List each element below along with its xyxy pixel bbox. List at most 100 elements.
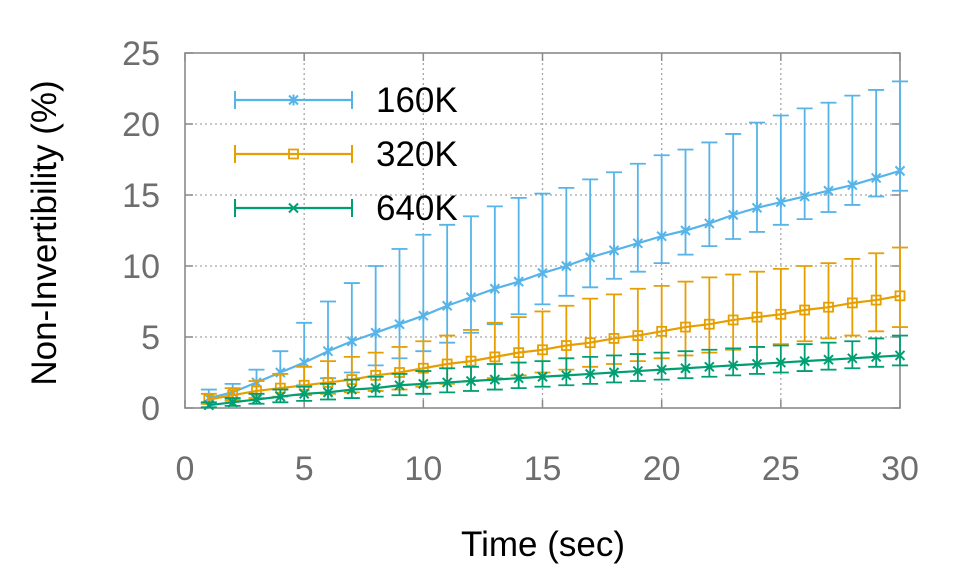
error-bar: [677, 350, 694, 380]
x-tick-label: 0: [176, 450, 195, 488]
marker-cross: [894, 350, 906, 361]
data-point-cross: [288, 202, 299, 214]
error-bar: [820, 262, 837, 340]
data-point-cross: [870, 351, 882, 363]
data-point-asterisk: [346, 335, 358, 347]
marker-cross: [680, 363, 691, 374]
data-point-cross: [394, 380, 405, 391]
x-tick-label: 20: [643, 450, 681, 488]
marker-square: [288, 148, 299, 160]
error-bar: [606, 171, 622, 280]
data-point-cross: [823, 354, 834, 365]
data-point-square: [489, 351, 501, 363]
marker-square: [775, 308, 787, 320]
marker-cross: [870, 351, 882, 363]
error-bar: [415, 370, 432, 395]
error-bar: [486, 363, 503, 391]
data-point-cross: [561, 370, 572, 381]
marker-square: [823, 301, 834, 313]
series-160K: [200, 80, 908, 405]
data-point-square: [894, 290, 906, 302]
data-point-square: [656, 325, 668, 337]
error-bar: [892, 334, 908, 367]
data-point-asterisk: [680, 225, 691, 236]
error-bar: [701, 276, 718, 354]
marker-cross: [656, 364, 667, 375]
axis-ticks: 0 5 10 15 20 25 30 0 5 10 15 20 25: [122, 35, 919, 488]
y-tick-label: 20: [122, 106, 160, 144]
marker-asterisk: [394, 318, 405, 330]
marker-square: [560, 340, 572, 351]
marker-cross: [847, 353, 858, 364]
error-bar: [749, 121, 765, 233]
error-bar: [439, 367, 456, 394]
data-point-cross: [704, 361, 715, 373]
data-point-asterisk: [584, 251, 596, 263]
marker-asterisk: [418, 310, 429, 322]
error-bar: [582, 355, 599, 385]
series-layer: [200, 80, 908, 411]
marker-asterisk: [370, 327, 381, 339]
marker-asterisk: [680, 225, 691, 236]
data-point-cross: [799, 355, 810, 367]
marker-asterisk: [847, 179, 858, 191]
error-bar: [892, 246, 908, 328]
legend-item-160K: 160K: [234, 81, 458, 120]
error-bar: [558, 357, 575, 387]
series-320K: [200, 246, 908, 405]
error-bar: [796, 107, 813, 221]
x-axis-title: Time (sec): [461, 525, 625, 564]
data-point-asterisk: [322, 345, 334, 357]
data-point-asterisk: [441, 300, 453, 312]
series-line: [208, 169, 901, 400]
error-bar: [367, 375, 384, 398]
marker-asterisk: [288, 94, 299, 106]
data-point-cross: [489, 374, 501, 385]
y-axis-title: Non-Invertibility (%): [25, 80, 64, 385]
data-point-square: [537, 344, 548, 356]
error-bar: [772, 114, 789, 226]
data-point-asterisk: [751, 202, 763, 214]
marker-square: [703, 318, 715, 330]
legend-label: 640K: [376, 189, 458, 228]
data-point-cross: [227, 397, 238, 408]
marker-cross: [322, 387, 334, 398]
error-bar: [510, 361, 527, 390]
data-point-cross: [203, 399, 215, 411]
marker-cross: [489, 374, 501, 385]
marker-asterisk: [322, 345, 334, 357]
data-point-cross: [465, 375, 477, 387]
data-point-asterisk: [513, 276, 524, 288]
error-bar: [510, 196, 527, 316]
x-tick-label: 30: [881, 450, 919, 488]
error-bar: [558, 186, 575, 297]
marker-square: [894, 290, 906, 302]
marker-cross: [632, 365, 644, 377]
error-bar: [844, 257, 861, 337]
marker-asterisk: [656, 230, 667, 242]
error-bar: [796, 343, 813, 372]
data-point-asterisk: [847, 179, 858, 191]
marker-cross: [799, 355, 810, 367]
error-bar: [677, 148, 694, 256]
y-tick-label: 5: [141, 319, 160, 357]
marker-cross: [346, 384, 358, 395]
marker-asterisk: [441, 300, 453, 312]
x-tick-label: 5: [295, 450, 314, 488]
data-point-asterisk: [799, 190, 810, 202]
data-point-asterisk: [775, 196, 787, 208]
data-point-cross: [775, 357, 787, 368]
error-bar: [701, 141, 718, 248]
error-bar: [463, 365, 479, 392]
error-bar: [844, 340, 861, 370]
data-point-square: [751, 311, 763, 323]
data-point-asterisk: [489, 283, 501, 295]
error-bar: [772, 344, 789, 374]
error-bar: [677, 280, 694, 357]
marker-cross: [608, 367, 620, 378]
marker-cross: [823, 354, 834, 365]
error-bar: [772, 267, 789, 346]
data-point-cross: [298, 388, 310, 400]
error-bar: [606, 354, 622, 384]
